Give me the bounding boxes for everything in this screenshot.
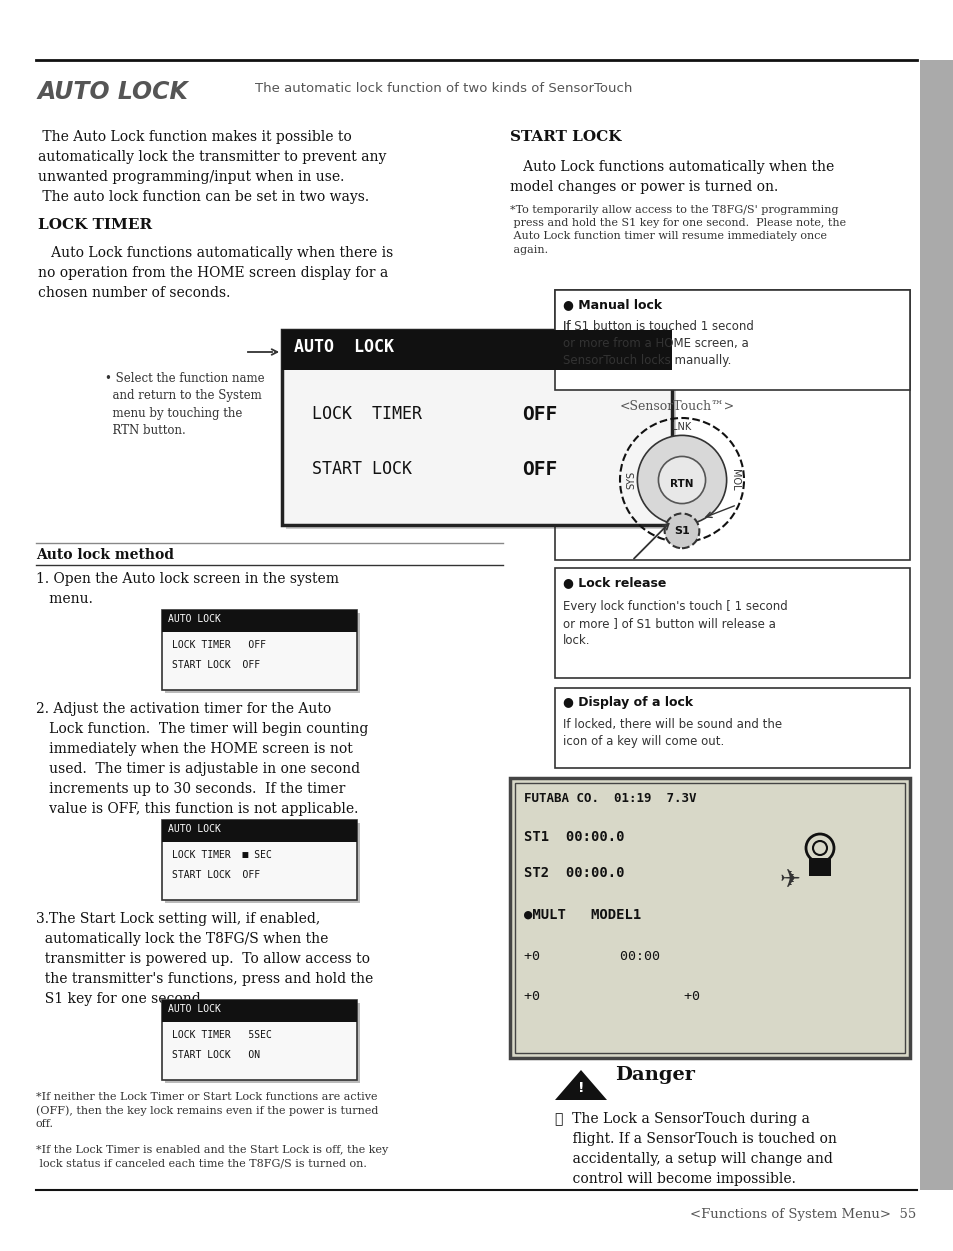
Text: LOCK  TIMER: LOCK TIMER bbox=[312, 405, 421, 423]
Circle shape bbox=[658, 457, 705, 504]
Text: LOCK TIMER: LOCK TIMER bbox=[38, 218, 152, 231]
Text: FUTABA CO.  01:19  7.3V: FUTABA CO. 01:19 7.3V bbox=[523, 792, 696, 804]
Text: Auto Lock functions automatically when the
model changes or power is turned on.: Auto Lock functions automatically when t… bbox=[510, 160, 833, 194]
Text: START LOCK: START LOCK bbox=[510, 130, 620, 144]
Bar bbox=[555, 290, 909, 390]
Text: AUTO LOCK: AUTO LOCK bbox=[168, 1005, 221, 1015]
Bar bbox=[165, 613, 359, 693]
Polygon shape bbox=[555, 1070, 606, 1100]
Text: START LOCK  OFF: START LOCK OFF bbox=[172, 869, 260, 879]
Text: LOCK TIMER   OFF: LOCK TIMER OFF bbox=[172, 641, 266, 651]
Text: LOCK TIMER   5SEC: LOCK TIMER 5SEC bbox=[172, 1030, 272, 1040]
Bar bbox=[555, 688, 909, 768]
Bar bbox=[919, 60, 953, 1190]
Text: MOL: MOL bbox=[729, 469, 739, 490]
Text: The Auto Lock function makes it possible to
automatically lock the transmitter t: The Auto Lock function makes it possible… bbox=[38, 130, 386, 184]
Text: RTN: RTN bbox=[670, 479, 693, 489]
Circle shape bbox=[664, 513, 699, 548]
Text: ● Display of a lock: ● Display of a lock bbox=[562, 696, 693, 709]
Text: AUTO LOCK: AUTO LOCK bbox=[168, 614, 221, 624]
Text: • Select the function name
  and return to the System
  menu by touching the
  R: • Select the function name and return to… bbox=[105, 372, 264, 438]
Text: *If the Lock Timer is enabled and the Start Lock is off, the key
 lock status if: *If the Lock Timer is enabled and the St… bbox=[36, 1145, 388, 1168]
Bar bbox=[162, 1000, 356, 1080]
Text: If: If bbox=[562, 320, 574, 333]
Text: <SensorTouch™>: <SensorTouch™> bbox=[619, 400, 735, 413]
Bar bbox=[808, 858, 830, 876]
Text: ❶  The Lock a SensorTouch during a
    flight. If a SensorTouch is touched on
  : ❶ The Lock a SensorTouch during a flight… bbox=[555, 1112, 836, 1186]
Text: START LOCK: START LOCK bbox=[312, 460, 412, 478]
Text: Auto Lock functions automatically when there is
no operation from the HOME scree: Auto Lock functions automatically when t… bbox=[38, 246, 393, 300]
Text: AUTO  LOCK: AUTO LOCK bbox=[294, 338, 394, 357]
Text: *To temporarily allow access to the T8FG/S' programming
 press and hold the S1 k: *To temporarily allow access to the T8FG… bbox=[510, 205, 845, 255]
Text: START LOCK  OFF: START LOCK OFF bbox=[172, 661, 260, 671]
Text: 3.The Start Lock setting will, if enabled,
  automatically lock the T8FG/S when : 3.The Start Lock setting will, if enable… bbox=[36, 912, 373, 1006]
Text: ▲: ▲ bbox=[572, 1070, 589, 1090]
Text: ST1  00:00.0: ST1 00:00.0 bbox=[523, 829, 624, 844]
Text: AUTO LOCK: AUTO LOCK bbox=[168, 824, 221, 834]
Text: LNK: LNK bbox=[672, 423, 691, 433]
Bar bbox=[286, 334, 676, 529]
Text: If locked, there will be sound and the
icon of a key will come out.: If locked, there will be sound and the i… bbox=[562, 718, 781, 748]
Text: START LOCK   ON: START LOCK ON bbox=[172, 1050, 260, 1060]
Bar bbox=[162, 610, 356, 632]
Text: OFF: OFF bbox=[521, 460, 557, 479]
Text: Auto lock method: Auto lock method bbox=[36, 548, 173, 562]
Text: <Functions of System Menu>  55: <Functions of System Menu> 55 bbox=[689, 1208, 915, 1221]
Text: LOCK TIMER  ■ SEC: LOCK TIMER ■ SEC bbox=[172, 849, 272, 859]
Bar bbox=[282, 330, 671, 525]
Bar bbox=[555, 568, 909, 678]
Bar bbox=[162, 819, 356, 842]
Text: Every lock function's touch [ 1 second
or more ] of S1 button will release a
loc: Every lock function's touch [ 1 second o… bbox=[562, 600, 787, 647]
Bar bbox=[510, 778, 909, 1058]
Circle shape bbox=[637, 435, 726, 524]
Text: !: ! bbox=[578, 1081, 583, 1095]
Bar bbox=[162, 819, 356, 899]
Text: ST2  00:00.0: ST2 00:00.0 bbox=[523, 866, 624, 879]
Text: ● Manual lock: ● Manual lock bbox=[562, 298, 661, 311]
Circle shape bbox=[805, 834, 833, 862]
Text: The auto lock function can be set in two ways.: The auto lock function can be set in two… bbox=[38, 190, 369, 204]
Text: OFF: OFF bbox=[521, 405, 557, 424]
Text: +0                  +0: +0 +0 bbox=[523, 990, 700, 1003]
Text: 1. Open the Auto lock screen in the system
   menu.: 1. Open the Auto lock screen in the syst… bbox=[36, 572, 338, 605]
Bar bbox=[162, 610, 356, 691]
Text: AUTO LOCK: AUTO LOCK bbox=[38, 80, 189, 104]
Text: *If neither the Lock Timer or Start Lock functions are active
(OFF), then the ke: *If neither the Lock Timer or Start Lock… bbox=[36, 1092, 378, 1130]
Text: 2. Adjust the activation timer for the Auto
   Lock function.  The timer will be: 2. Adjust the activation timer for the A… bbox=[36, 702, 368, 816]
Text: If S1 button is touched 1 second
or more from a HOME screen, a
SensorTouch locks: If S1 button is touched 1 second or more… bbox=[562, 320, 753, 367]
Text: ●MULT   MODEL1: ●MULT MODEL1 bbox=[523, 908, 640, 922]
Text: Danger: Danger bbox=[615, 1066, 695, 1085]
Text: SYS: SYS bbox=[625, 470, 636, 489]
Bar bbox=[162, 1000, 356, 1022]
Bar bbox=[515, 783, 904, 1053]
Bar bbox=[165, 1003, 359, 1083]
Bar bbox=[555, 290, 909, 560]
Text: S1: S1 bbox=[674, 525, 689, 535]
Text: +0          00:00: +0 00:00 bbox=[523, 950, 659, 963]
Text: ✈: ✈ bbox=[779, 868, 800, 892]
Text: ● Lock release: ● Lock release bbox=[562, 575, 666, 589]
Bar bbox=[282, 330, 671, 370]
Text: The automatic lock function of two kinds of SensorTouch: The automatic lock function of two kinds… bbox=[254, 83, 632, 95]
Bar bbox=[165, 823, 359, 903]
